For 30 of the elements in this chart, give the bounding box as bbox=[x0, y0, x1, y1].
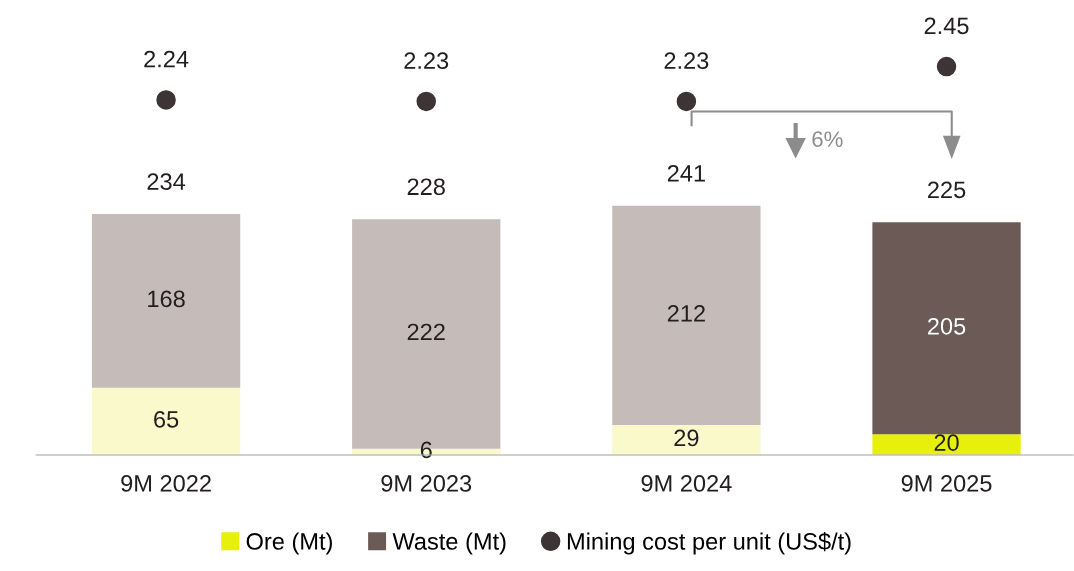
data-label: 20 bbox=[934, 434, 959, 451]
bar bbox=[872, 434, 1021, 455]
legend-label: Ore (Mt) bbox=[246, 532, 332, 555]
total-label: 234 bbox=[147, 173, 186, 190]
legend-label: Mining cost per unit (US$/t) bbox=[567, 532, 851, 555]
data-label: 2.23 bbox=[664, 52, 709, 70]
data-label: 222 bbox=[407, 323, 445, 341]
x-tick-label: 9M 2025 bbox=[901, 475, 992, 492]
x-tick-label: 9M 2022 bbox=[121, 475, 211, 492]
bar bbox=[91, 387, 241, 455]
data-label: 2.45 bbox=[924, 17, 969, 35]
bar bbox=[612, 205, 761, 426]
legend-label: Waste (Mt) bbox=[392, 532, 506, 555]
data-label: 29 bbox=[674, 429, 699, 447]
x-tick-label: 9M 2023 bbox=[381, 475, 472, 492]
data-label: 6 bbox=[420, 441, 432, 459]
data-label: 2.23 bbox=[404, 52, 449, 70]
annotation: 6% bbox=[812, 131, 843, 148]
data-label: 65 bbox=[154, 411, 179, 428]
bar bbox=[872, 222, 1021, 435]
x-tick-label: 9M 2024 bbox=[641, 475, 732, 492]
total-label: 225 bbox=[928, 181, 966, 199]
data-label: 212 bbox=[667, 305, 705, 322]
data-label: 205 bbox=[928, 317, 966, 335]
data-label: 2.24 bbox=[144, 50, 189, 68]
data-label: 168 bbox=[148, 290, 185, 308]
bar bbox=[91, 214, 241, 388]
total-label: 241 bbox=[667, 164, 705, 182]
bar bbox=[612, 425, 761, 455]
total-label: 228 bbox=[407, 178, 445, 196]
